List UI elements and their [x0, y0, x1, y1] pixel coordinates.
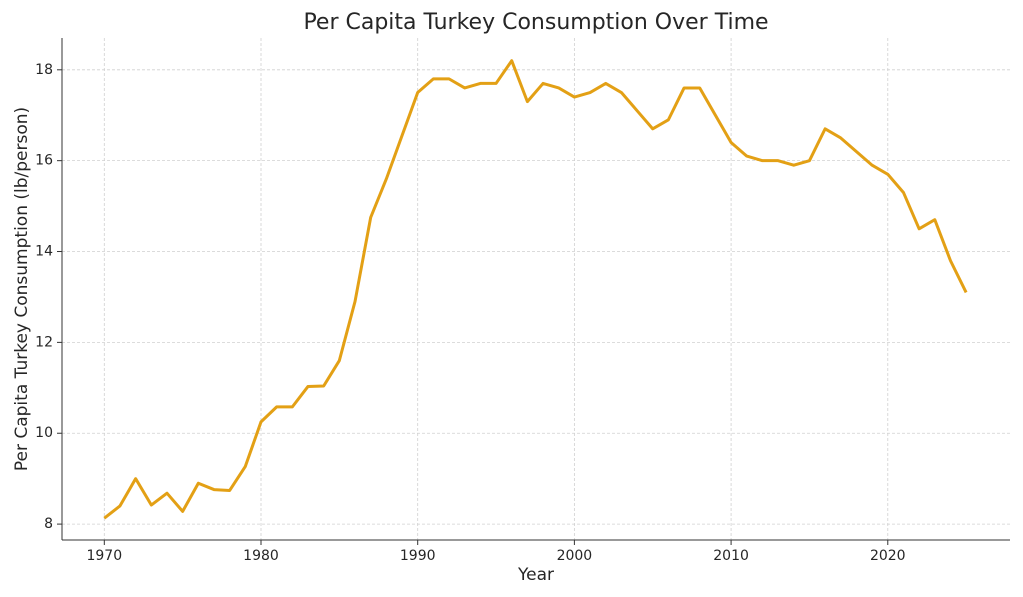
x-tick-label: 2010 [713, 548, 749, 564]
x-tick-label: 1990 [400, 548, 436, 564]
y-tick-label: 16 [35, 153, 53, 169]
y-tick-label: 8 [44, 516, 53, 532]
x-axis-label: Year [517, 565, 554, 585]
chart-title: Per Capita Turkey Consumption Over Time [303, 10, 768, 35]
line [103, 59, 968, 520]
x-tick-label: 2020 [870, 548, 906, 564]
y-tick-label: 14 [35, 244, 53, 260]
y-tick-label: 10 [35, 425, 53, 441]
y-tick-label: 18 [35, 62, 53, 78]
x-tick-label: 1970 [86, 548, 122, 564]
x-tick-label: 1980 [243, 548, 279, 564]
y-tick-label: 12 [35, 334, 53, 350]
y-axis-label: Per Capita Turkey Consumption (lb/person… [12, 107, 32, 471]
x-tick-label: 2000 [557, 548, 593, 564]
